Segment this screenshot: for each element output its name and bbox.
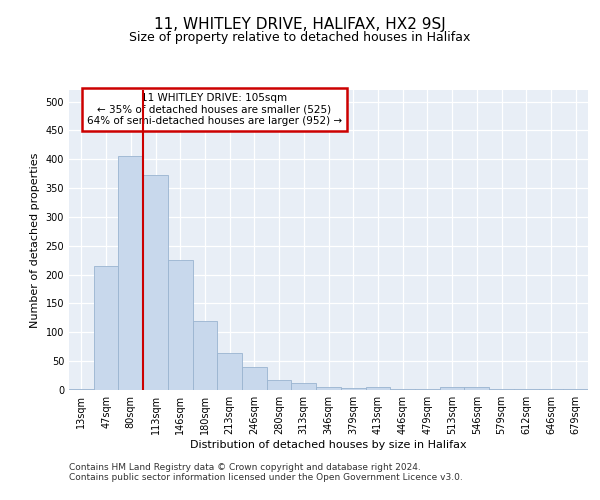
Bar	[489, 389, 514, 390]
Bar	[440, 386, 464, 390]
Y-axis label: Number of detached properties: Number of detached properties	[30, 152, 40, 328]
Bar	[563, 389, 588, 390]
Bar	[341, 388, 365, 390]
Bar	[267, 380, 292, 390]
Bar	[168, 260, 193, 390]
Bar	[365, 387, 390, 390]
Text: Contains HM Land Registry data © Crown copyright and database right 2024.
Contai: Contains HM Land Registry data © Crown c…	[69, 462, 463, 482]
Bar	[94, 266, 118, 390]
Bar	[118, 156, 143, 390]
Text: 11 WHITLEY DRIVE: 105sqm
← 35% of detached houses are smaller (525)
64% of semi-: 11 WHITLEY DRIVE: 105sqm ← 35% of detach…	[87, 93, 342, 126]
Text: Size of property relative to detached houses in Halifax: Size of property relative to detached ho…	[130, 31, 470, 44]
Bar	[193, 321, 217, 390]
Bar	[69, 389, 94, 390]
X-axis label: Distribution of detached houses by size in Halifax: Distribution of detached houses by size …	[190, 440, 467, 450]
Bar	[242, 367, 267, 390]
Bar	[217, 353, 242, 390]
Text: 11, WHITLEY DRIVE, HALIFAX, HX2 9SJ: 11, WHITLEY DRIVE, HALIFAX, HX2 9SJ	[154, 18, 446, 32]
Bar	[143, 176, 168, 390]
Bar	[316, 386, 341, 390]
Bar	[464, 386, 489, 390]
Bar	[292, 383, 316, 390]
